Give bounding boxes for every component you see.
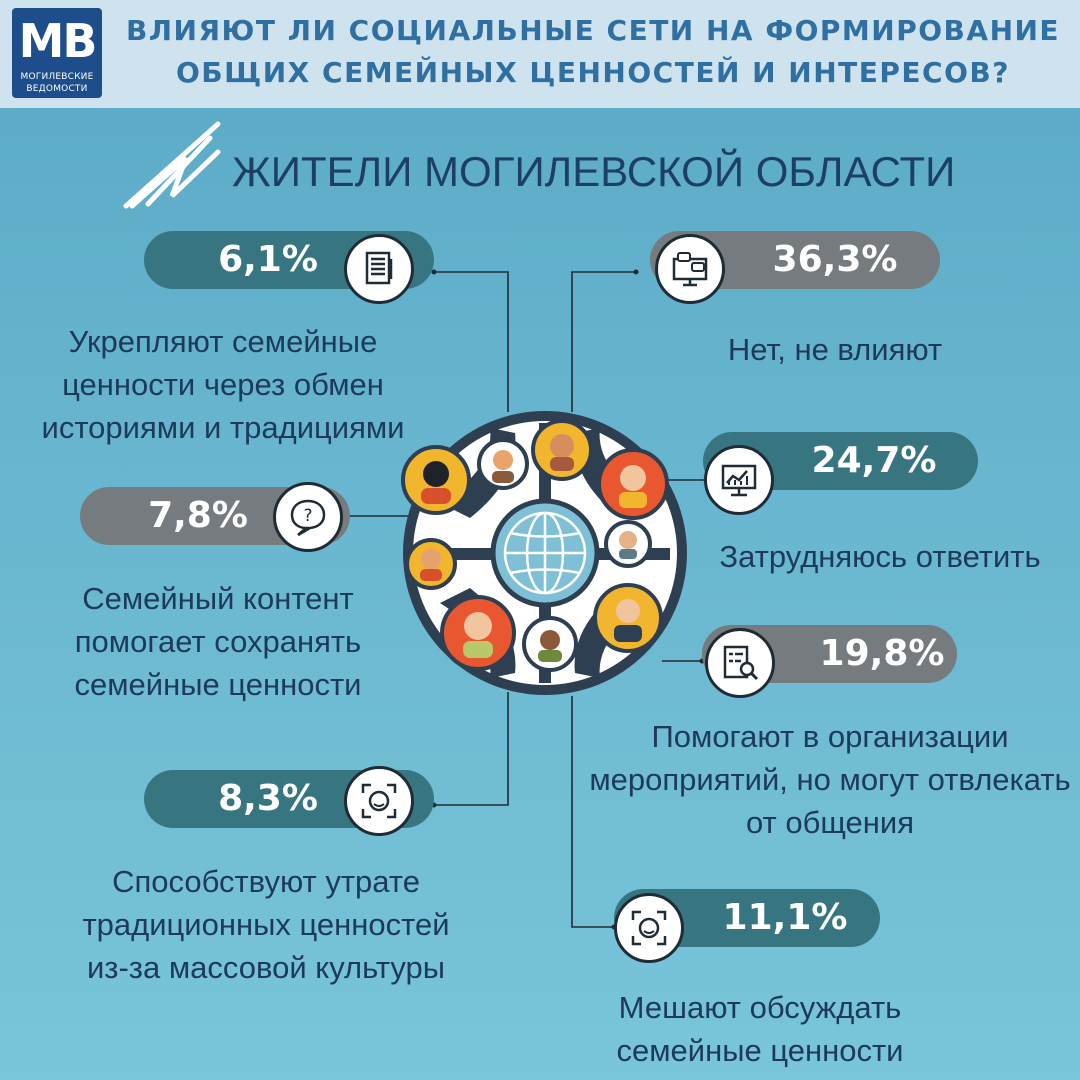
document-list-icon (344, 234, 414, 304)
stat-value: 11,1% (722, 897, 848, 938)
stat-value: 24,7% (811, 440, 937, 481)
chat-monitor-icon (655, 234, 725, 304)
chart-monitor-icon (704, 445, 774, 515)
avatar-woman-1 (401, 445, 471, 515)
community-hub (401, 411, 687, 695)
stat-label-undecided: Затрудняюсь ответить (719, 539, 1041, 574)
stat-value: 7,8% (148, 495, 248, 536)
face-frame-icon (614, 893, 684, 963)
checklist-search-icon (705, 628, 775, 698)
avatar-man-1 (477, 438, 529, 490)
header-banner: МВ МОГИЛЕВСКИЕ ВЕДОМОСТИ ВЛИЯЮТ ЛИ СОЦИА… (0, 0, 1080, 108)
stat-value: 36,3% (772, 239, 898, 280)
stat-value: 8,3% (218, 778, 318, 819)
page-title: ВЛИЯЮТ ЛИ СОЦИАЛЬНЫЕ СЕТИ НА ФОРМИРОВАНИ… (125, 14, 1061, 89)
avatar-woman-3 (440, 595, 516, 671)
survey-subtitle: ЖИТЕЛИ МОГИЛЕВСКОЙ ОБЛАСТИ (232, 148, 956, 195)
avatar-elderly-man (604, 520, 652, 568)
face-frame-icon (344, 766, 414, 836)
logo-mark: МВ (18, 14, 98, 68)
logo-line-1: МОГИЛЕВСКИЕ (20, 72, 94, 82)
stat-value: 19,8% (819, 633, 945, 674)
stat-label-hinder: Мешают обсуждать семейные ценности (616, 990, 904, 1068)
avatar-woman-red-hair (597, 448, 669, 520)
scribble-decoration (123, 121, 221, 209)
globe-icon (490, 498, 600, 608)
avatar-businessman (593, 583, 663, 653)
stat-label-organize: Помогают в организации мероприятий, но м… (589, 719, 1071, 840)
avatar-woman-2 (405, 538, 457, 590)
stat-label-strengthen: Укрепляют семейные ценности через обмен … (41, 324, 405, 445)
stat-value: 6,1% (218, 239, 318, 280)
stat-label-content: Семейный контент помогает сохранять семе… (74, 581, 362, 702)
svg-text:?: ? (303, 506, 312, 526)
stat-label-loss: Способствуют утрате традиционных ценност… (82, 864, 450, 985)
publication-logo: МВ МОГИЛЕВСКИЕ ВЕДОМОСТИ (12, 8, 102, 98)
avatar-man-cap (522, 616, 578, 672)
question-bubble-icon: ? (273, 482, 343, 552)
avatar-bearded-man (531, 419, 593, 481)
stat-label-no-influence: Нет, не влияют (727, 332, 943, 367)
logo-line-2: ВЕДОМОСТИ (26, 84, 88, 94)
